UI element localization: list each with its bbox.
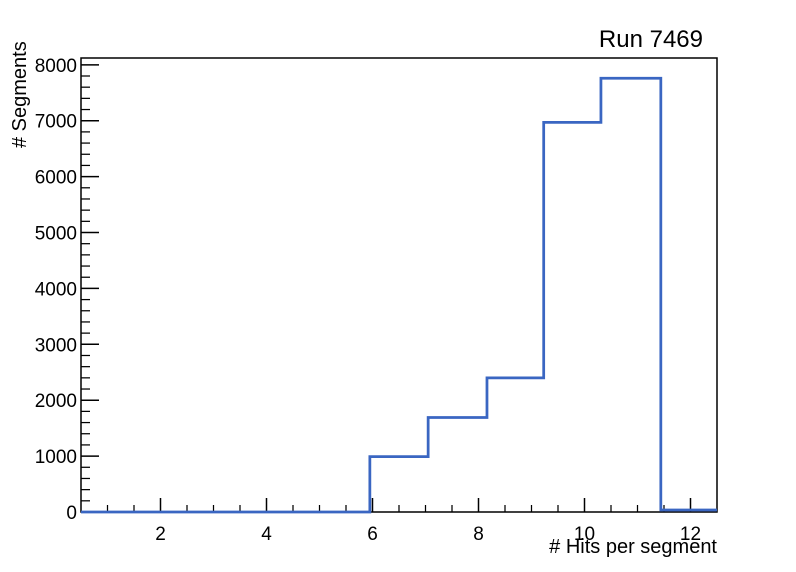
- x-tick-label: 2: [155, 524, 166, 545]
- y-tick-label: 4000: [35, 279, 77, 300]
- y-tick-label: 3000: [35, 335, 77, 356]
- plot-generated-layer: 2 4 6 8 10 12 0 1000 2000 3000 4000 5000 6000 7000 800…: [35, 56, 718, 545]
- x-tick-label: 8: [473, 524, 484, 545]
- x-tick-label: 12: [680, 524, 701, 545]
- y-tick-label: 6000: [35, 168, 77, 189]
- histogram-line: [81, 76, 717, 514]
- y-tick-label: 7000: [35, 112, 77, 133]
- plot-frame: [80, 57, 718, 513]
- x-tick-label: 6: [367, 524, 378, 545]
- y-tick-label: 1000: [35, 447, 77, 468]
- y-tick-label: 2000: [35, 391, 77, 412]
- y-axis-title: # Segments: [9, 41, 31, 148]
- x-tick-label: 4: [261, 524, 272, 545]
- x-tick-label: 10: [574, 524, 595, 545]
- y-tick-label: 5000: [35, 224, 77, 245]
- x-axis-title: # Hits per segment: [549, 536, 717, 558]
- y-tick-label: 0: [66, 503, 77, 524]
- chart-title: Run 7469: [599, 26, 703, 53]
- y-tick-label: 8000: [35, 56, 77, 77]
